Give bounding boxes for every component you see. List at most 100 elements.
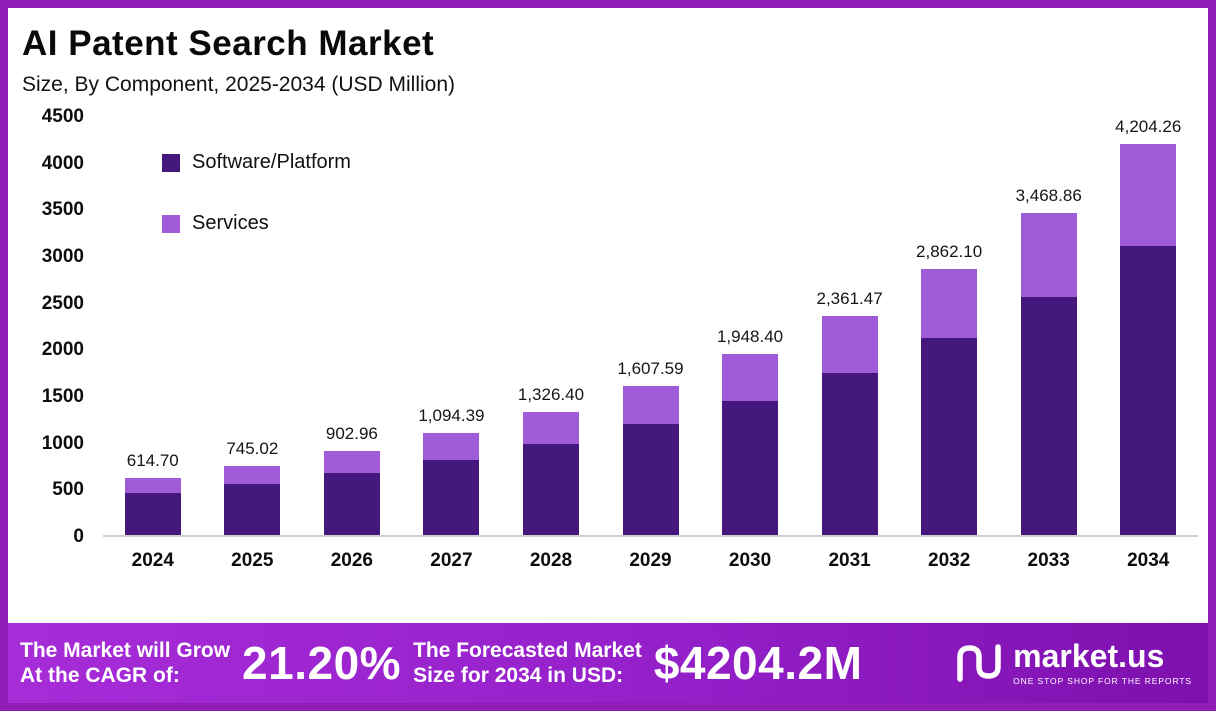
bar-segment-software [323, 472, 380, 535]
y-tick-label: 2500 [41, 292, 84, 314]
bar-2034 [1120, 144, 1177, 535]
bar-total-label: 3,468.86 [1015, 185, 1082, 205]
x-axis-label: 2026 [330, 550, 373, 571]
bar-segment-services [622, 385, 679, 425]
bar-2028 [522, 411, 579, 535]
bar-total-label: 2,361.47 [816, 288, 883, 308]
x-axis-label: 2030 [728, 550, 772, 571]
bar-segment-services [722, 354, 779, 402]
bar-segment-services [821, 315, 878, 373]
bar-2032 [921, 269, 978, 535]
forecast-label: The Forecasted Market Size for 2034 in U… [413, 638, 642, 688]
forecast-label-line1: The Forecasted Market [413, 638, 642, 662]
x-axis-label: 2024 [131, 550, 174, 571]
bar-total-label: 1,607.59 [617, 358, 684, 378]
bar-segment-services [423, 433, 480, 460]
bar-column-2028: 1,326.40 [501, 117, 601, 535]
bar-column-2031: 2,361.47 [800, 117, 900, 535]
y-tick-label: 3000 [41, 246, 84, 268]
x-axis-labels: 2024 2025 2026 2027 2028 2029 2030 2031 2032 2033… [103, 550, 1198, 572]
x-axis-label: 2031 [828, 550, 871, 571]
bar-total-label: 1,948.40 [716, 327, 784, 347]
page-title: AI Patent Search Market [22, 24, 435, 63]
legend-swatch-services [162, 214, 180, 233]
bar-segment-services [1020, 212, 1077, 297]
bar-column-2025: 745.02 [203, 117, 303, 535]
bar-2029 [622, 385, 679, 535]
marketus-logo: market.us ONE STOP SHOP FOR THE REPORTS [955, 640, 1192, 686]
footer-banner: The Market will Grow At the CAGR of: 21.… [8, 623, 1208, 703]
bar-segment-software [622, 424, 679, 535]
bar-segment-software [522, 443, 579, 535]
bar-segment-services [1120, 144, 1177, 247]
bar-segment-services [224, 465, 281, 484]
bar-2027 [423, 433, 480, 535]
bar-total-label: 614.70 [126, 450, 179, 470]
chart-area: 0 500 1000 1500 2000 2500 3000 3500 4000 4500 614… [8, 106, 1208, 572]
bar-segment-software [1020, 296, 1077, 535]
legend-item-services: Services [162, 212, 351, 235]
x-axis-label: 2027 [430, 550, 473, 571]
bar-segment-software [722, 401, 779, 535]
legend-item-software: Software/Platform [162, 151, 351, 174]
x-axis-label: 2034 [1127, 550, 1170, 571]
x-axis-label: 2033 [1027, 550, 1070, 571]
bar-2033 [1020, 212, 1077, 535]
x-axis-label: 2029 [629, 550, 672, 571]
cagr-label: The Market will Grow At the CAGR of: [20, 638, 230, 688]
bar-segment-services [522, 411, 579, 444]
legend: Software/Platform Services [162, 151, 351, 235]
cagr-label-line1: The Market will Grow [20, 638, 231, 662]
x-axis-label: 2025 [231, 550, 274, 571]
bar-column-2034: 4,204.26 [1098, 117, 1198, 535]
legend-label-services: Services [192, 212, 269, 234]
marketus-logo-icon [957, 644, 1001, 682]
bar-2024 [124, 477, 181, 535]
legend-swatch-software [162, 153, 180, 172]
y-axis: 0 500 1000 1500 2000 2500 3000 3500 4000 4500 [8, 106, 92, 547]
bar-segment-software [423, 459, 480, 535]
bar-segment-software [821, 372, 878, 535]
bar-column-2033: 3,468.86 [999, 117, 1099, 535]
y-tick-label: 4000 [41, 152, 84, 174]
cagr-label-line2: At the CAGR of: [20, 664, 180, 687]
y-tick-label: 4500 [41, 106, 84, 127]
bar-segment-services [323, 451, 380, 473]
bar-column-2032: 2,862.10 [899, 117, 999, 535]
y-tick-label: 1000 [41, 432, 84, 454]
bar-total-label: 1,326.40 [517, 384, 585, 404]
bar-2026 [323, 451, 380, 535]
x-axis-label: 2028 [529, 550, 573, 571]
bar-total-label: 2,862.10 [916, 242, 983, 262]
bar-2031 [821, 315, 878, 535]
legend-label-software: Software/Platform [192, 151, 351, 173]
x-axis-label: 2032 [928, 550, 971, 571]
bar-column-2030: 1,948.40 [700, 117, 800, 535]
bar-column-2029: 1,607.59 [601, 117, 701, 535]
bar-total-label: 4,204.26 [1115, 117, 1182, 137]
chart-header: AI Patent Search Market Size, By Compone… [8, 8, 1208, 97]
y-tick-label: 2000 [41, 339, 84, 361]
bar-2025 [224, 465, 281, 535]
plot-area: 614.70 745.02 902.96 1,094.39 1,326.40 1,607.… [103, 117, 1198, 537]
y-tick-label: 500 [52, 479, 84, 501]
brand-text-block: market.us ONE STOP SHOP FOR THE REPORTS [1013, 640, 1192, 686]
bar-2030 [722, 354, 779, 535]
bar-segment-services [124, 477, 181, 493]
bar-segment-software [224, 483, 281, 535]
bar-segment-services [921, 269, 978, 339]
brand-name: market.us [1013, 638, 1165, 674]
bar-column-2026: 902.96 [302, 117, 402, 535]
bar-segment-software [124, 492, 181, 535]
bar-total-label: 902.96 [325, 424, 378, 444]
cagr-value: 21.20% [242, 637, 402, 689]
forecast-value: $4204.2M [653, 637, 863, 689]
bar-column-2027: 1,094.39 [402, 117, 502, 535]
bar-column-2024: 614.70 [103, 117, 203, 535]
bar-total-label: 1,094.39 [418, 406, 485, 426]
bar-segment-software [921, 338, 978, 535]
bar-total-label: 745.02 [226, 438, 279, 458]
brand-tagline: ONE STOP SHOP FOR THE REPORTS [1013, 676, 1192, 686]
bar-segment-software [1120, 246, 1177, 535]
